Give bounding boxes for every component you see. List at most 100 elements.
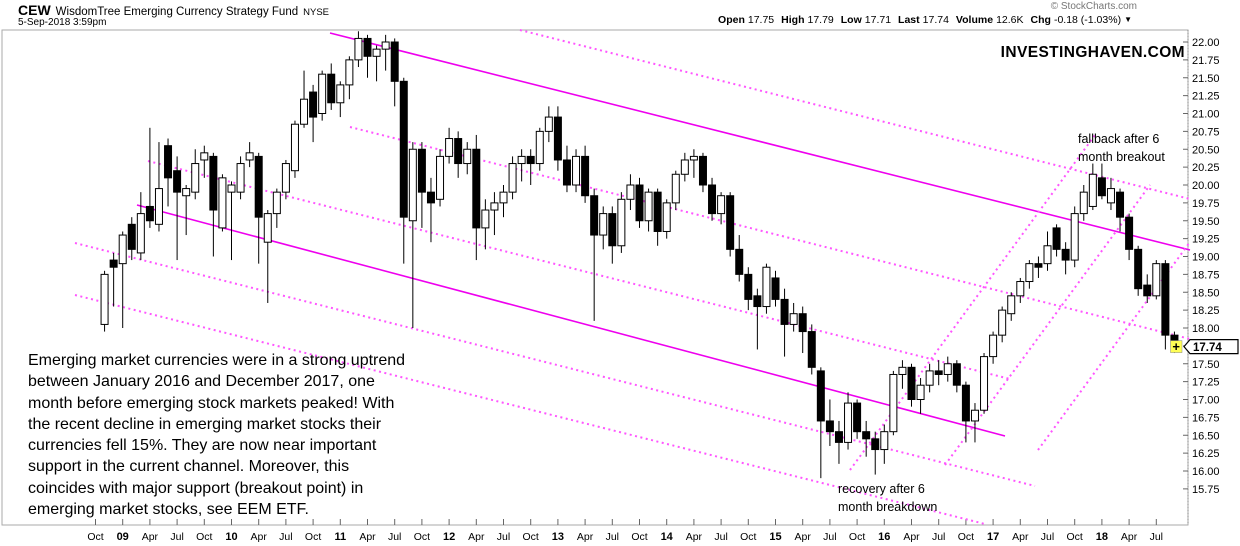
candlestick xyxy=(1097,163,1106,200)
candlestick xyxy=(662,199,671,239)
last-price-tag xyxy=(1183,338,1239,355)
quote-high-value: 17.79 xyxy=(807,14,834,26)
quote-volume-value: 12.6K xyxy=(996,14,1024,26)
candlestick xyxy=(644,188,653,232)
candlestick xyxy=(227,181,236,261)
x-axis-label: Apr xyxy=(903,531,920,543)
y-axis-label: 18.50 xyxy=(1192,287,1220,299)
candlestick xyxy=(1143,274,1152,303)
y-axis-label: 19.25 xyxy=(1192,234,1220,246)
candlestick xyxy=(572,149,581,193)
candlestick xyxy=(309,84,318,143)
candlestick xyxy=(1161,260,1170,350)
candlestick xyxy=(1052,224,1061,257)
candlestick xyxy=(454,131,463,178)
last-price-plus-marker xyxy=(1170,340,1183,353)
x-axis-label: Oct xyxy=(740,531,756,543)
x-axis-label: Apr xyxy=(251,531,268,543)
candlestick xyxy=(173,156,182,261)
y-axis-label: 19.75 xyxy=(1192,198,1220,210)
x-axis-label: Jul xyxy=(823,531,836,543)
candlestick xyxy=(735,235,744,282)
change-direction-down-icon[interactable]: ▼ xyxy=(1124,15,1132,24)
candlestick xyxy=(417,142,426,228)
quote-last-value: 17.74 xyxy=(922,14,949,26)
candlestick xyxy=(590,188,599,321)
candlestick xyxy=(254,152,263,264)
quote-volume-label: Volume xyxy=(955,14,994,26)
commentary-line: support in the current channel. Moreover… xyxy=(28,458,350,476)
candlestick xyxy=(1088,163,1097,211)
candlestick xyxy=(1116,188,1125,232)
candlestick xyxy=(490,192,499,236)
candlestick xyxy=(182,185,191,236)
quote-chg-label: Chg xyxy=(1030,14,1051,26)
candlestick xyxy=(191,149,200,200)
candlestick xyxy=(862,420,871,457)
chart-datetime: 5-Sep-2018 3:59pm xyxy=(18,17,107,28)
x-axis-label: Apr xyxy=(359,531,376,543)
x-axis-label: Oct xyxy=(414,531,430,543)
x-axis-label: Apr xyxy=(1012,531,1029,543)
candlestick xyxy=(1070,206,1079,268)
candlestick xyxy=(499,185,508,218)
annotation-recovery-line: recovery after 6 xyxy=(838,482,925,496)
candlestick xyxy=(100,270,109,332)
candlestick xyxy=(436,149,445,207)
candlestick xyxy=(1134,245,1143,296)
candlestick xyxy=(1152,260,1161,300)
candlestick xyxy=(1061,242,1070,275)
candlestick xyxy=(952,360,961,393)
annotation-fallback: fallback after 6 month breakout xyxy=(1078,131,1165,166)
y-axis-label: 20.00 xyxy=(1192,180,1220,192)
quote-chg-value: -0.18 (-1.03%) xyxy=(1053,14,1122,26)
last-price-label: 17.74 xyxy=(1193,342,1222,354)
candlestick xyxy=(816,367,825,479)
candlestick xyxy=(327,63,336,110)
x-axis-label: Oct xyxy=(631,531,647,543)
candlestick xyxy=(381,34,390,71)
candlestick xyxy=(345,56,354,100)
candlestick xyxy=(898,360,907,389)
candlestick xyxy=(970,403,979,443)
candlestick xyxy=(844,392,853,450)
candlestick xyxy=(907,363,916,407)
candlestick xyxy=(544,106,553,143)
candlestick xyxy=(780,288,789,357)
commentary-line: coincides with major support (breakout p… xyxy=(28,479,364,497)
x-axis-label: Jul xyxy=(170,531,183,543)
y-axis-label: 18.25 xyxy=(1192,305,1220,317)
x-axis-label: 16 xyxy=(878,531,890,543)
y-axis-label: 21.50 xyxy=(1192,73,1220,85)
quote-open-value: 17.75 xyxy=(747,14,775,26)
candlestick xyxy=(109,252,118,307)
candlestick xyxy=(1079,185,1088,221)
y-axis-label: 21.75 xyxy=(1192,55,1220,67)
annotation-fallback-line: fallback after 6 xyxy=(1078,132,1160,146)
commentary-line: currencies fell 15%. They are now near i… xyxy=(28,437,377,455)
candlestick xyxy=(608,206,617,264)
candlestick xyxy=(653,188,662,246)
x-axis-label: Oct xyxy=(196,531,212,543)
candlestick xyxy=(562,145,571,193)
candlestick xyxy=(916,378,925,414)
x-axis-label: Oct xyxy=(958,531,974,543)
candlestick xyxy=(961,381,970,443)
candlestick xyxy=(399,77,408,264)
candlestick xyxy=(871,431,880,475)
candlestick xyxy=(318,70,327,121)
candlestick xyxy=(853,399,862,439)
candlestick xyxy=(698,152,707,193)
commentary-line: emerging market stocks, see EEM ETF. xyxy=(28,501,309,519)
y-axis-label: 22.00 xyxy=(1192,37,1220,49)
candlestick xyxy=(635,177,644,228)
x-axis-label: Jul xyxy=(497,531,510,543)
x-axis-label: Apr xyxy=(577,531,594,543)
candlestick xyxy=(889,370,898,436)
x-axis-label: Apr xyxy=(142,531,159,543)
quote-high-label: High xyxy=(781,14,805,26)
candlestick xyxy=(164,138,173,207)
x-axis-label: Oct xyxy=(87,531,103,543)
candlestick xyxy=(1125,213,1134,261)
